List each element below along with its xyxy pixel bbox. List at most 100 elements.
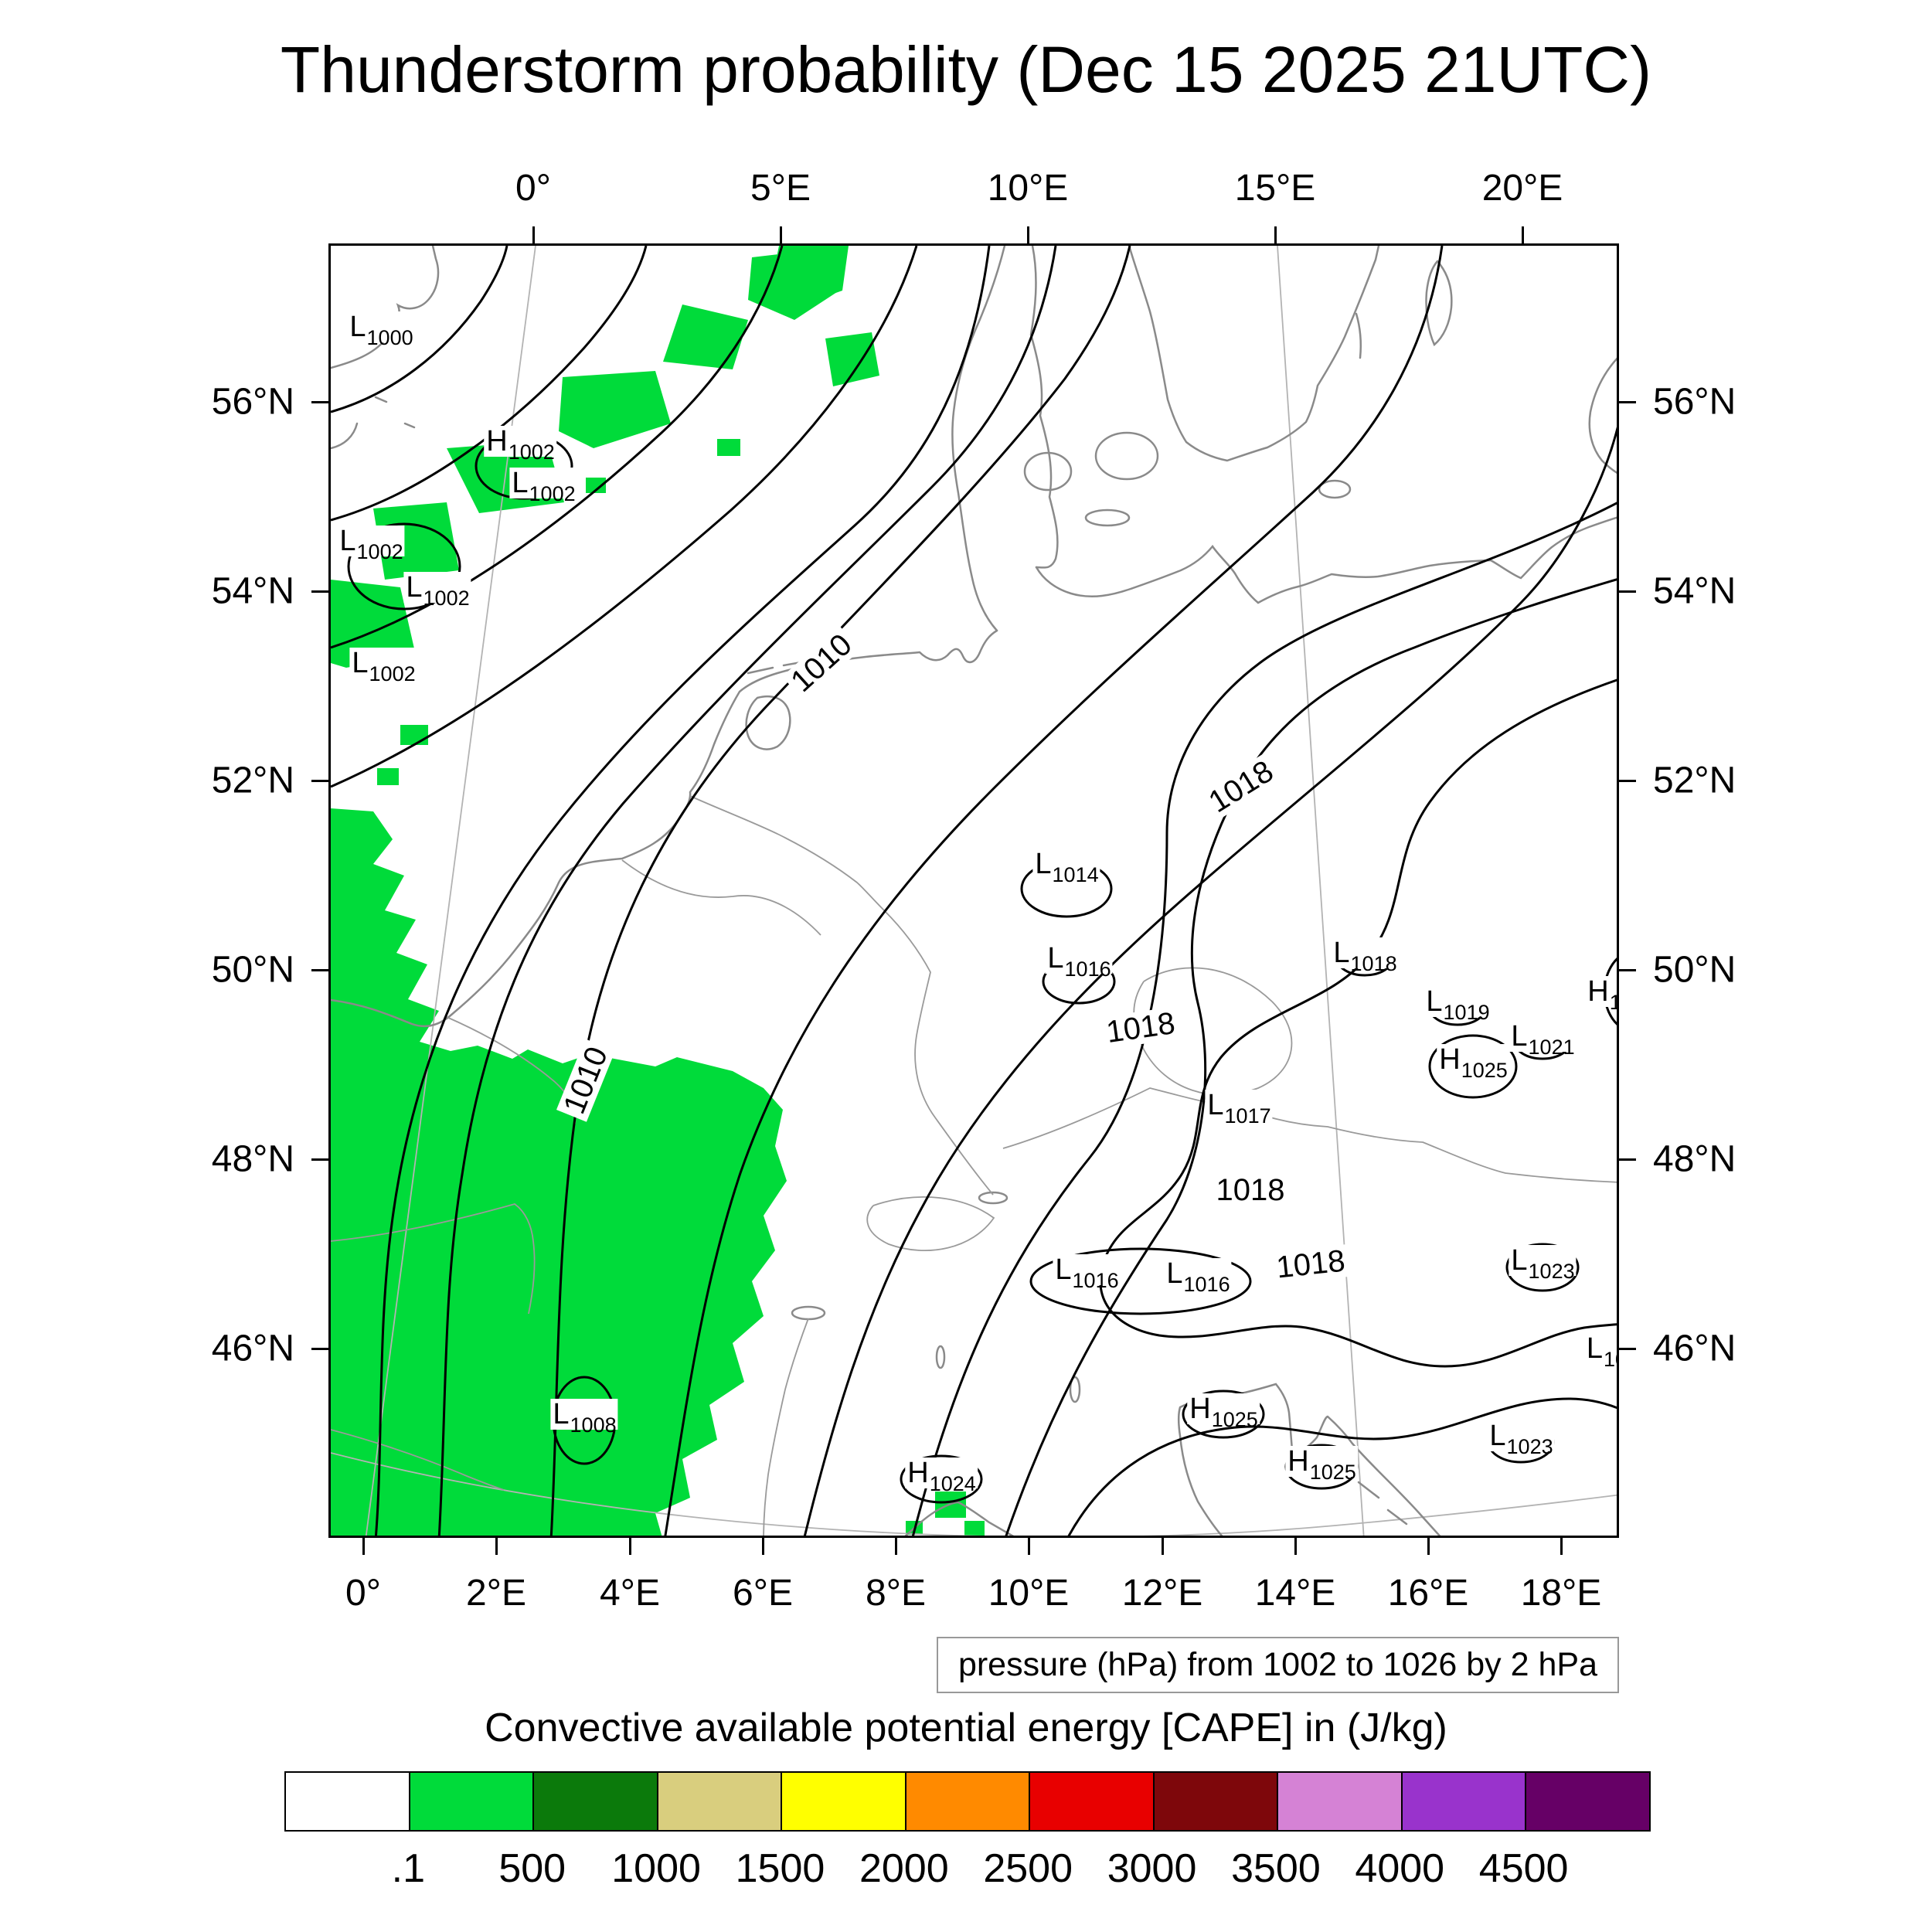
pressure-center-label: L1002 <box>337 526 405 563</box>
pressure-center-label: H1025 <box>1437 1044 1509 1081</box>
pressure-center-label: L1008 <box>550 1399 618 1436</box>
pressure-contours <box>331 246 1617 1536</box>
map-frame: L1000 H1002 L1002 L1002 L1002 L1002 L1014 L1016… <box>328 243 1619 1538</box>
lon-tick-label-bottom: 14°E <box>1254 1573 1336 1614</box>
pressure-center-value: 1025 <box>1461 1059 1508 1082</box>
colorbar-tick-label: 4000 <box>1355 1846 1445 1891</box>
axis-tick <box>1521 226 1524 243</box>
axis-tick <box>1427 1538 1430 1555</box>
axis-tick <box>311 400 328 403</box>
axis-tick <box>1294 1538 1297 1555</box>
colorbar-segment <box>1526 1773 1650 1830</box>
pressure-center-label: L1017 <box>1205 1090 1273 1127</box>
pressure-center-label: L1002 <box>349 648 417 685</box>
pressure-center-value: 1025 <box>1309 1461 1356 1484</box>
lon-tick-label-bottom: 6°E <box>733 1573 793 1614</box>
pressure-center-label: H1002 <box>484 426 556 463</box>
pressure-center-label: L1016 <box>1045 943 1113 980</box>
lon-tick-label-bottom: 4°E <box>600 1573 660 1614</box>
colorbar-tick-label: 2000 <box>859 1846 949 1891</box>
pressure-center-label: L1018 <box>1331 937 1399 975</box>
pressure-center-label: H1025 <box>1187 1393 1260 1430</box>
pressure-center-value: 1025 <box>1211 1408 1258 1431</box>
colorbar-segment <box>658 1773 783 1830</box>
pressure-center-label: L1016 <box>1164 1258 1232 1295</box>
colorbar-segment <box>782 1773 906 1830</box>
colorbar-tick-label: .1 <box>391 1846 426 1891</box>
pressure-center-label: H1024 <box>905 1458 978 1495</box>
pressure-center-value: 1016 <box>1072 1269 1119 1292</box>
pressure-center-value: 1002 <box>369 662 416 685</box>
axis-tick <box>1619 1158 1636 1161</box>
pressure-center-value: 1016 <box>1064 957 1111 981</box>
pressure-center-label: L1021 <box>1509 1021 1577 1058</box>
colorbar-tick-label: 500 <box>498 1846 566 1891</box>
lat-tick-label-right: 54°N <box>1653 570 1736 612</box>
colorbar-segment <box>410 1773 535 1830</box>
pressure-center-value: 1002 <box>508 440 555 464</box>
pressure-center-label: L1000 <box>347 311 415 349</box>
lon-tick-label-bottom: 12°E <box>1121 1573 1203 1614</box>
colorbar-segment <box>1030 1773 1155 1830</box>
coastlines <box>331 246 1617 1536</box>
axis-tick <box>1027 1538 1030 1555</box>
lat-tick-label-left: 50°N <box>211 949 294 991</box>
pressure-center-label: L1002 <box>403 572 471 609</box>
pressure-center-value: 1008 <box>570 1413 617 1437</box>
axis-tick <box>495 1538 498 1555</box>
axis-tick <box>1274 226 1277 243</box>
axis-tick <box>311 1347 328 1350</box>
lon-tick-label-bottom: 18°E <box>1520 1573 1602 1614</box>
pressure-center-label: L1023 <box>1509 1245 1577 1282</box>
pressure-center-value: 1021 <box>1528 1036 1575 1059</box>
pressure-center-value: 1014 <box>1052 863 1099 886</box>
axis-tick <box>362 1538 365 1555</box>
pressure-center-value: 10 <box>1610 991 1617 1014</box>
colorbar-segment <box>1154 1773 1279 1830</box>
cape-colorbar-labels: .1 500 1000 1500 2000 2500 3000 3500 4000 4500 <box>284 1845 1651 1895</box>
colorbar-segment <box>534 1773 658 1830</box>
axis-tick <box>1619 1347 1636 1350</box>
lon-tick-label-bottom: 16°E <box>1387 1573 1469 1614</box>
pressure-center-value: 1023 <box>1528 1260 1575 1283</box>
pressure-center-label: L1002 <box>509 468 577 505</box>
colorbar-segment <box>286 1773 410 1830</box>
colorbar-segment <box>1402 1773 1527 1830</box>
lat-tick-label-left: 52°N <box>211 760 294 801</box>
colorbar-tick-label: 1500 <box>735 1846 825 1891</box>
pressure-center-value: 1018 <box>1350 952 1397 975</box>
axis-tick <box>1619 968 1636 971</box>
axis-tick <box>311 779 328 782</box>
pressure-center-label: L102 <box>1583 1333 1617 1370</box>
pressure-center-value: 1000 <box>366 326 413 349</box>
pressure-center-label: H10 <box>1585 976 1617 1013</box>
colorbar-segment <box>906 1773 1031 1830</box>
pressure-range-note: pressure (hPa) from 1002 to 1026 by 2 hP… <box>936 1637 1619 1693</box>
colorbar-tick-label: 1000 <box>611 1846 701 1891</box>
axis-tick <box>761 1538 764 1555</box>
pressure-center-label: L1023 <box>1487 1420 1555 1458</box>
lat-tick-label-right: 52°N <box>1653 760 1736 801</box>
cape-shading-green <box>331 246 985 1536</box>
axis-tick <box>532 226 535 243</box>
pressure-center-value: 102 <box>1604 1348 1617 1371</box>
axis-tick <box>1026 226 1029 243</box>
cape-colorbar <box>284 1771 1651 1832</box>
axis-tick <box>1619 400 1636 403</box>
contour-inline-label: 1018 <box>1212 1174 1289 1206</box>
lat-tick-label-left: 46°N <box>211 1328 294 1369</box>
legend-title: Convective available potential energy [C… <box>485 1706 1447 1750</box>
axis-tick <box>1161 1538 1164 1555</box>
pressure-center-value: 1002 <box>529 482 576 505</box>
axis-tick <box>1560 1538 1563 1555</box>
axis-tick <box>894 1538 897 1555</box>
lon-tick-label-bottom: 2°E <box>466 1573 526 1614</box>
axis-tick <box>628 1538 631 1555</box>
colorbar-tick-label: 2500 <box>983 1846 1073 1891</box>
pressure-center-value: 1002 <box>423 587 470 610</box>
axis-tick <box>1619 779 1636 782</box>
pressure-center-value: 1017 <box>1224 1104 1271 1128</box>
axis-tick <box>311 968 328 971</box>
lon-tick-label-top: 0° <box>515 168 551 209</box>
